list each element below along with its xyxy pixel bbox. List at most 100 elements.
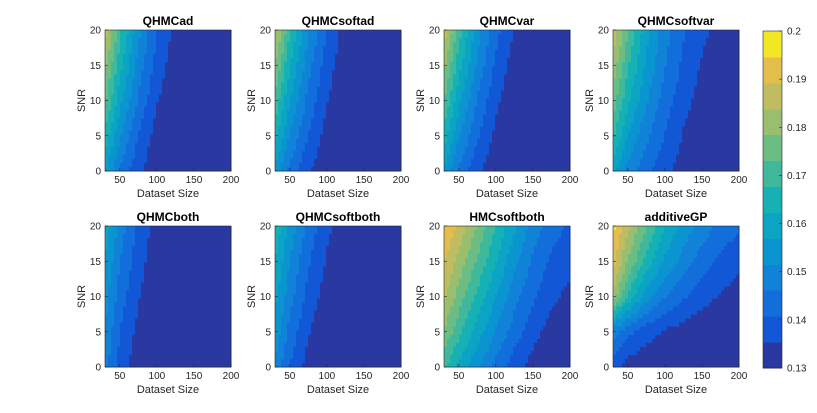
contour-cell — [392, 162, 396, 168]
contour-cell — [552, 122, 556, 128]
contour-cell — [561, 46, 565, 51]
contour-cell — [489, 102, 493, 108]
contour-cell — [341, 158, 345, 164]
contour-cell — [649, 70, 653, 75]
contour-cell — [522, 34, 526, 39]
contour-cell — [489, 166, 493, 172]
contour-cell — [622, 58, 626, 63]
contour-cell — [549, 66, 553, 71]
contour-cell — [628, 50, 632, 55]
contour-cell — [640, 70, 644, 75]
contour-cell — [371, 86, 375, 92]
y-tick-label: 20 — [90, 26, 102, 37]
contour-cell — [709, 54, 713, 59]
contour-cell — [516, 42, 520, 47]
contour-cell — [326, 74, 330, 79]
contour-cell — [462, 110, 466, 116]
contour-cell — [132, 166, 136, 172]
contour-cell — [141, 106, 145, 112]
contour-cell — [311, 58, 315, 63]
contour-cell — [459, 42, 463, 47]
contour-cell — [540, 42, 544, 47]
contour-cell — [302, 110, 306, 116]
contour-cell — [456, 94, 460, 100]
contour-cell — [201, 78, 205, 83]
contour-cell — [628, 54, 632, 59]
contour-cell — [613, 46, 617, 51]
contour-cell — [347, 50, 351, 55]
contour-cell — [392, 142, 396, 148]
contour-cell — [495, 50, 499, 55]
contour-cell — [168, 134, 172, 140]
contour-cell — [153, 114, 157, 120]
contour-cell — [462, 126, 466, 132]
contour-cell — [371, 30, 375, 35]
contour-cell — [228, 150, 232, 156]
contour-cell — [314, 38, 318, 43]
contour-cell — [287, 154, 291, 160]
contour-cell — [344, 114, 348, 120]
contour-cell — [567, 162, 571, 168]
contour-cell — [456, 50, 460, 55]
contour-cell — [510, 102, 514, 108]
contour-cell — [162, 42, 166, 47]
contour-cell — [275, 130, 279, 136]
contour-cell — [302, 58, 306, 63]
contour-cell — [368, 78, 372, 83]
contour-cell — [281, 46, 285, 51]
contour-cell — [501, 66, 505, 71]
contour-cell — [377, 54, 381, 59]
contour-cell — [135, 110, 139, 116]
contour-cell — [275, 110, 279, 116]
contour-cell — [323, 38, 327, 43]
contour-cell — [368, 150, 372, 156]
contour-cell — [447, 58, 451, 63]
contour-cell — [222, 110, 226, 116]
contour-cell — [679, 46, 683, 51]
contour-cell — [552, 30, 556, 35]
contour-cell — [210, 62, 214, 67]
contour-cell — [459, 154, 463, 160]
contour-cell — [329, 118, 333, 124]
contour-cell — [132, 66, 136, 71]
contour-cell — [171, 78, 175, 83]
contour-cell — [504, 102, 508, 108]
contour-cell — [679, 62, 683, 67]
contour-cell — [275, 58, 279, 63]
contour-cell — [353, 46, 357, 51]
contour-cell — [326, 134, 330, 140]
contour-cell — [305, 94, 309, 100]
contour-cell — [183, 54, 187, 59]
contour-cell — [290, 66, 294, 71]
contour-cell — [147, 162, 151, 168]
contour-cell — [534, 154, 538, 160]
contour-cell — [120, 62, 124, 67]
contour-cell — [287, 126, 291, 132]
contour-cell — [377, 142, 381, 148]
contour-cell — [465, 30, 469, 35]
contour-cell — [299, 110, 303, 116]
contour-cell — [162, 38, 166, 43]
contour-cell — [347, 34, 351, 39]
contour-cell — [213, 106, 217, 112]
contour-cell — [471, 46, 475, 51]
contour-cell — [709, 46, 713, 51]
contour-cell — [510, 62, 514, 67]
contour-cell — [386, 158, 390, 164]
contour-cell — [302, 122, 306, 128]
contour-cell — [332, 86, 336, 92]
contour-cell — [150, 42, 154, 47]
contour-cell — [374, 30, 378, 35]
contour-cell — [347, 58, 351, 63]
contour-cell — [189, 58, 193, 63]
contour-cell — [162, 110, 166, 116]
contour-cell — [180, 158, 184, 164]
contour-cell — [299, 146, 303, 152]
contour-cell — [540, 110, 544, 116]
contour-cell — [162, 58, 166, 63]
contour-cell — [616, 38, 620, 43]
contour-cell — [347, 106, 351, 112]
contour-cell — [219, 134, 223, 140]
contour-cell — [368, 102, 372, 108]
contour-cell — [278, 82, 282, 87]
